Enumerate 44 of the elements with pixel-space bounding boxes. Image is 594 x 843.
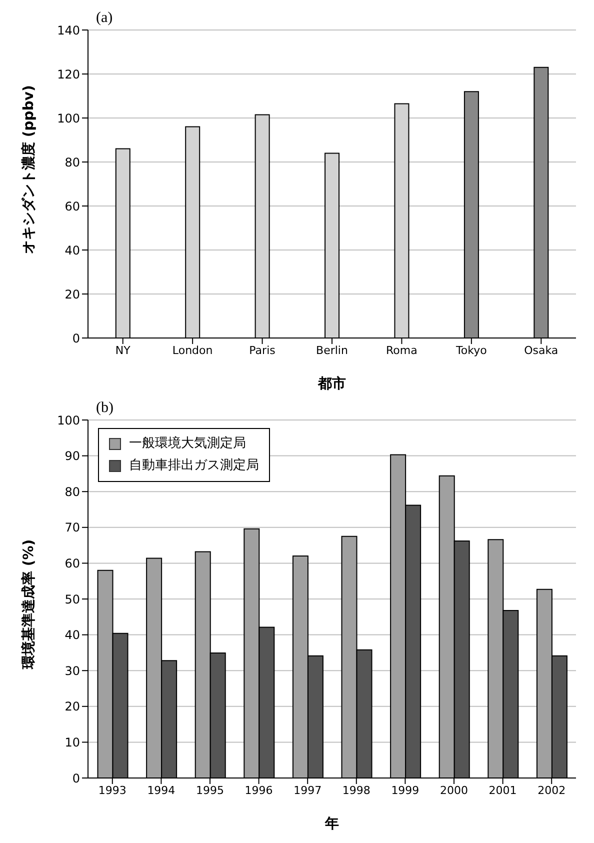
x-tick-label: 1999 <box>391 784 420 797</box>
x-tick-label: Roma <box>386 344 418 357</box>
y-tick-label: 100 <box>57 413 80 428</box>
y-axis-title: 環境基準達成率 (%) <box>20 539 37 670</box>
y-tick-label: 50 <box>64 592 80 606</box>
y-tick-label: 20 <box>64 700 80 714</box>
y-axis-title: オキシダント濃度 (ppbv) <box>20 85 37 254</box>
y-tick-label: 70 <box>64 520 80 535</box>
x-tick-label: Paris <box>249 344 276 357</box>
y-tick-label: 60 <box>64 199 80 214</box>
y-tick-label: 20 <box>64 287 80 302</box>
y-tick-label: 0 <box>72 331 80 346</box>
x-axis-title: 都市 <box>317 375 346 392</box>
x-tick-label: 1993 <box>98 784 126 797</box>
y-tick-label: 0 <box>72 771 80 786</box>
y-tick-label: 120 <box>57 67 80 82</box>
legend-label: 一般環境大気測定局 <box>129 435 246 453</box>
y-tick-label: 40 <box>64 243 80 258</box>
x-tick-label: 1996 <box>244 784 273 797</box>
y-tick-label: 60 <box>64 556 80 570</box>
x-tick-label: Berlin <box>316 344 348 357</box>
x-tick-label: 1997 <box>294 784 322 797</box>
legend-label: 自動車排出ガス測定局 <box>129 457 259 475</box>
y-tick-label: 30 <box>64 664 80 678</box>
y-tick-label: 10 <box>64 735 80 750</box>
x-tick-label: 1995 <box>196 784 224 797</box>
x-tick-label: Tokyo <box>455 344 488 357</box>
y-tick-label: 40 <box>64 628 80 642</box>
chart-title: (a) <box>96 10 113 27</box>
x-tick-label: 2000 <box>440 784 468 797</box>
x-tick-label: 2002 <box>538 784 566 797</box>
y-tick-label: 100 <box>57 111 80 126</box>
x-tick-label: London <box>172 344 213 357</box>
y-tick-label: 140 <box>57 23 80 38</box>
x-tick-label: 1994 <box>147 784 176 797</box>
y-tick-label: 80 <box>64 155 80 170</box>
y-tick-label: 80 <box>64 484 80 499</box>
x-tick-label: 2001 <box>488 784 517 797</box>
y-tick-label: 90 <box>64 449 80 464</box>
x-axis-title: 年 <box>324 816 339 832</box>
chart-title: (b) <box>96 400 114 417</box>
x-tick-label: NY <box>115 344 131 357</box>
x-tick-label: Osaka <box>524 344 558 357</box>
x-tick-label: 1998 <box>342 784 370 797</box>
